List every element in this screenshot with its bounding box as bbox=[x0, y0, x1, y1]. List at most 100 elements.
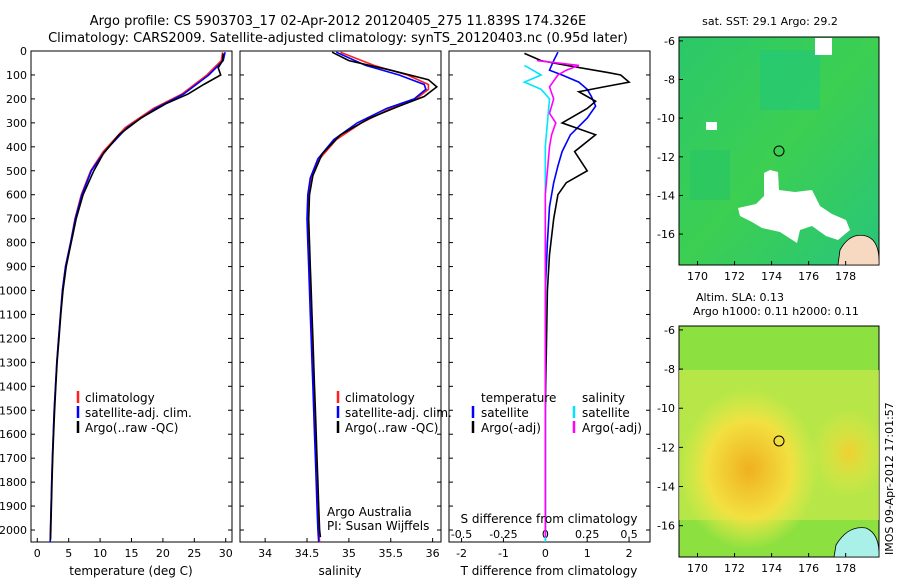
x-top-tick-label: 0.25 bbox=[575, 528, 600, 541]
legend-label-t-satellite: satellite bbox=[481, 406, 529, 420]
difference-xlabel-top: S difference from climatology bbox=[461, 512, 638, 526]
map-x-tick-label: 172 bbox=[724, 270, 745, 283]
x-tick-label: 25 bbox=[187, 547, 201, 560]
pressure-tick-label: 1700 bbox=[0, 452, 27, 465]
x-tick-label: 5 bbox=[65, 547, 72, 560]
map-y-tick-label: -8 bbox=[664, 363, 675, 376]
pressure-tick-label: 400 bbox=[6, 141, 27, 154]
x-tick-label: 35.5 bbox=[379, 547, 404, 560]
credit-line-1: Argo Australia bbox=[327, 505, 412, 519]
x-tick-label: 10 bbox=[93, 547, 107, 560]
sla-map-title: Altim. SLA: 0.13 bbox=[696, 291, 784, 304]
map-y-tick-label: -14 bbox=[657, 189, 675, 202]
sla-argo-marker bbox=[773, 435, 785, 447]
difference-legend: temperature satellite Argo(-adj) salinit… bbox=[471, 391, 642, 435]
x-tick-label: 34.5 bbox=[295, 547, 320, 560]
map-x-tick-label: 176 bbox=[798, 562, 819, 575]
pressure-tick-label: 2000 bbox=[0, 524, 27, 537]
timestamp: IMOS 09-Apr-2012 17:01:57 bbox=[883, 402, 896, 555]
sla-map-subtitle: Argo h1000: 0.11 h2000: 0.11 bbox=[693, 305, 859, 318]
pressure-tick-label: 1000 bbox=[0, 285, 27, 298]
temperature-legend: climatology satellite-adj. clim. Argo(..… bbox=[76, 391, 192, 435]
header-line-1: Argo profile: CS 5903703_17 02-Apr-2012 … bbox=[90, 14, 586, 29]
credit-line-2: PI: Susan Wijffels bbox=[327, 519, 429, 533]
pressure-tick-label: 800 bbox=[6, 237, 27, 250]
map-x-tick-label: 178 bbox=[835, 270, 856, 283]
salinity-legend: climatology satellite-adj. clim. Argo(..… bbox=[336, 391, 452, 435]
pressure-tick-label: 1600 bbox=[0, 428, 27, 441]
pressure-tick-label: 600 bbox=[6, 189, 27, 202]
salinity-xlabel: salinity bbox=[318, 564, 361, 578]
sst-coastline bbox=[837, 234, 880, 266]
map-y-tick-label: -10 bbox=[657, 402, 675, 415]
map-y-tick-label: -16 bbox=[657, 228, 675, 241]
map-x-tick-label: 170 bbox=[687, 562, 708, 575]
x-tick-label: 34 bbox=[258, 547, 272, 560]
pressure-tick-label: 1400 bbox=[0, 380, 27, 393]
x-top-tick-label: 0.5 bbox=[620, 528, 638, 541]
sst-missing-data bbox=[815, 38, 832, 55]
pressure-tick-label: 100 bbox=[6, 69, 27, 82]
map-y-tick-label: -6 bbox=[664, 324, 675, 337]
difference-xlabel: T difference from climatology bbox=[460, 564, 638, 578]
pressure-tick-label: 200 bbox=[6, 93, 27, 106]
map-y-tick-label: -6 bbox=[664, 35, 675, 48]
series-line-argo-raw-qc- bbox=[307, 51, 439, 538]
temperature-panel-frame bbox=[30, 50, 233, 543]
pressure-tick-label: 1300 bbox=[0, 356, 27, 369]
series-line-s-argo-adj- bbox=[536, 59, 580, 538]
x-tick-label: 30 bbox=[219, 547, 233, 560]
pressure-tick-label: 1100 bbox=[0, 308, 27, 321]
sst-map-title: sat. SST: 29.1 Argo: 29.2 bbox=[702, 15, 838, 28]
x-tick-label: 15 bbox=[125, 547, 139, 560]
temperature-xlabel: temperature (deg C) bbox=[69, 564, 192, 578]
legend-label-argo: Argo(..raw -QC) bbox=[85, 421, 178, 435]
x-tick-label: 0 bbox=[34, 547, 41, 560]
series-line-argo-raw-qc- bbox=[49, 53, 224, 540]
sst-missing-data bbox=[738, 170, 850, 243]
sla-coastline bbox=[833, 527, 880, 558]
salinity-panel-frame bbox=[239, 50, 442, 543]
legend-label-satellite: satellite-adj. clim. bbox=[345, 406, 452, 420]
map-x-tick-label: 176 bbox=[798, 270, 819, 283]
x-tick-label: 36 bbox=[426, 547, 440, 560]
pressure-tick-label: 300 bbox=[6, 117, 27, 130]
pressure-tick-label: 700 bbox=[6, 213, 27, 226]
legend-title-temperature: temperature bbox=[481, 391, 556, 405]
sla-map bbox=[678, 325, 880, 558]
pressure-tick-label: 900 bbox=[6, 261, 27, 274]
sst-map-axes: 170 172 174 176 178 -6 -8 -10 -12 -14 -16 bbox=[657, 35, 856, 283]
sla-map-axes: 170 172 174 176 178 -6 -8 -10 -12 -14 -16 bbox=[657, 324, 856, 575]
legend-label-argo: Argo(..raw -QC) bbox=[345, 421, 438, 435]
map-x-tick-label: 172 bbox=[724, 562, 745, 575]
legend-label-t-argo: Argo(-adj) bbox=[481, 421, 541, 435]
x-tick-label: -1 bbox=[498, 547, 509, 560]
x-tick-label: -2 bbox=[456, 547, 467, 560]
x-tick-label: 1 bbox=[584, 547, 591, 560]
difference-panel: -2 -1 0 1 2-0.5 -0.25 0 0.25 0.5 bbox=[451, 51, 638, 560]
x-tick-label: 20 bbox=[156, 547, 170, 560]
sst-warm-patch bbox=[690, 150, 730, 200]
difference-panel-frame bbox=[448, 50, 651, 543]
map-y-tick-label: -12 bbox=[657, 441, 675, 454]
x-tick-label: 2 bbox=[626, 547, 633, 560]
legend-label-s-argo: Argo(-adj) bbox=[582, 421, 642, 435]
x-top-tick-label: -0.25 bbox=[489, 528, 517, 541]
legend-label-climatology: climatology bbox=[345, 391, 415, 405]
map-y-tick-label: -12 bbox=[657, 151, 675, 164]
x-top-tick-label: -0.5 bbox=[451, 528, 472, 541]
map-y-tick-label: -8 bbox=[664, 74, 675, 87]
x-tick-label: 35 bbox=[342, 547, 356, 560]
pressure-tick-label: 1200 bbox=[0, 332, 27, 345]
map-y-tick-label: -10 bbox=[657, 112, 675, 125]
map-y-tick-label: -14 bbox=[657, 481, 675, 494]
sst-missing-data bbox=[706, 122, 717, 130]
legend-label-satellite: satellite-adj. clim. bbox=[85, 406, 192, 420]
map-x-tick-label: 174 bbox=[761, 270, 782, 283]
x-tick-label: 0 bbox=[542, 547, 549, 560]
map-x-tick-label: 174 bbox=[761, 562, 782, 575]
pressure-tick-label: 1500 bbox=[0, 404, 27, 417]
pressure-tick-label: 1800 bbox=[0, 476, 27, 489]
sst-argo-marker bbox=[773, 145, 785, 157]
